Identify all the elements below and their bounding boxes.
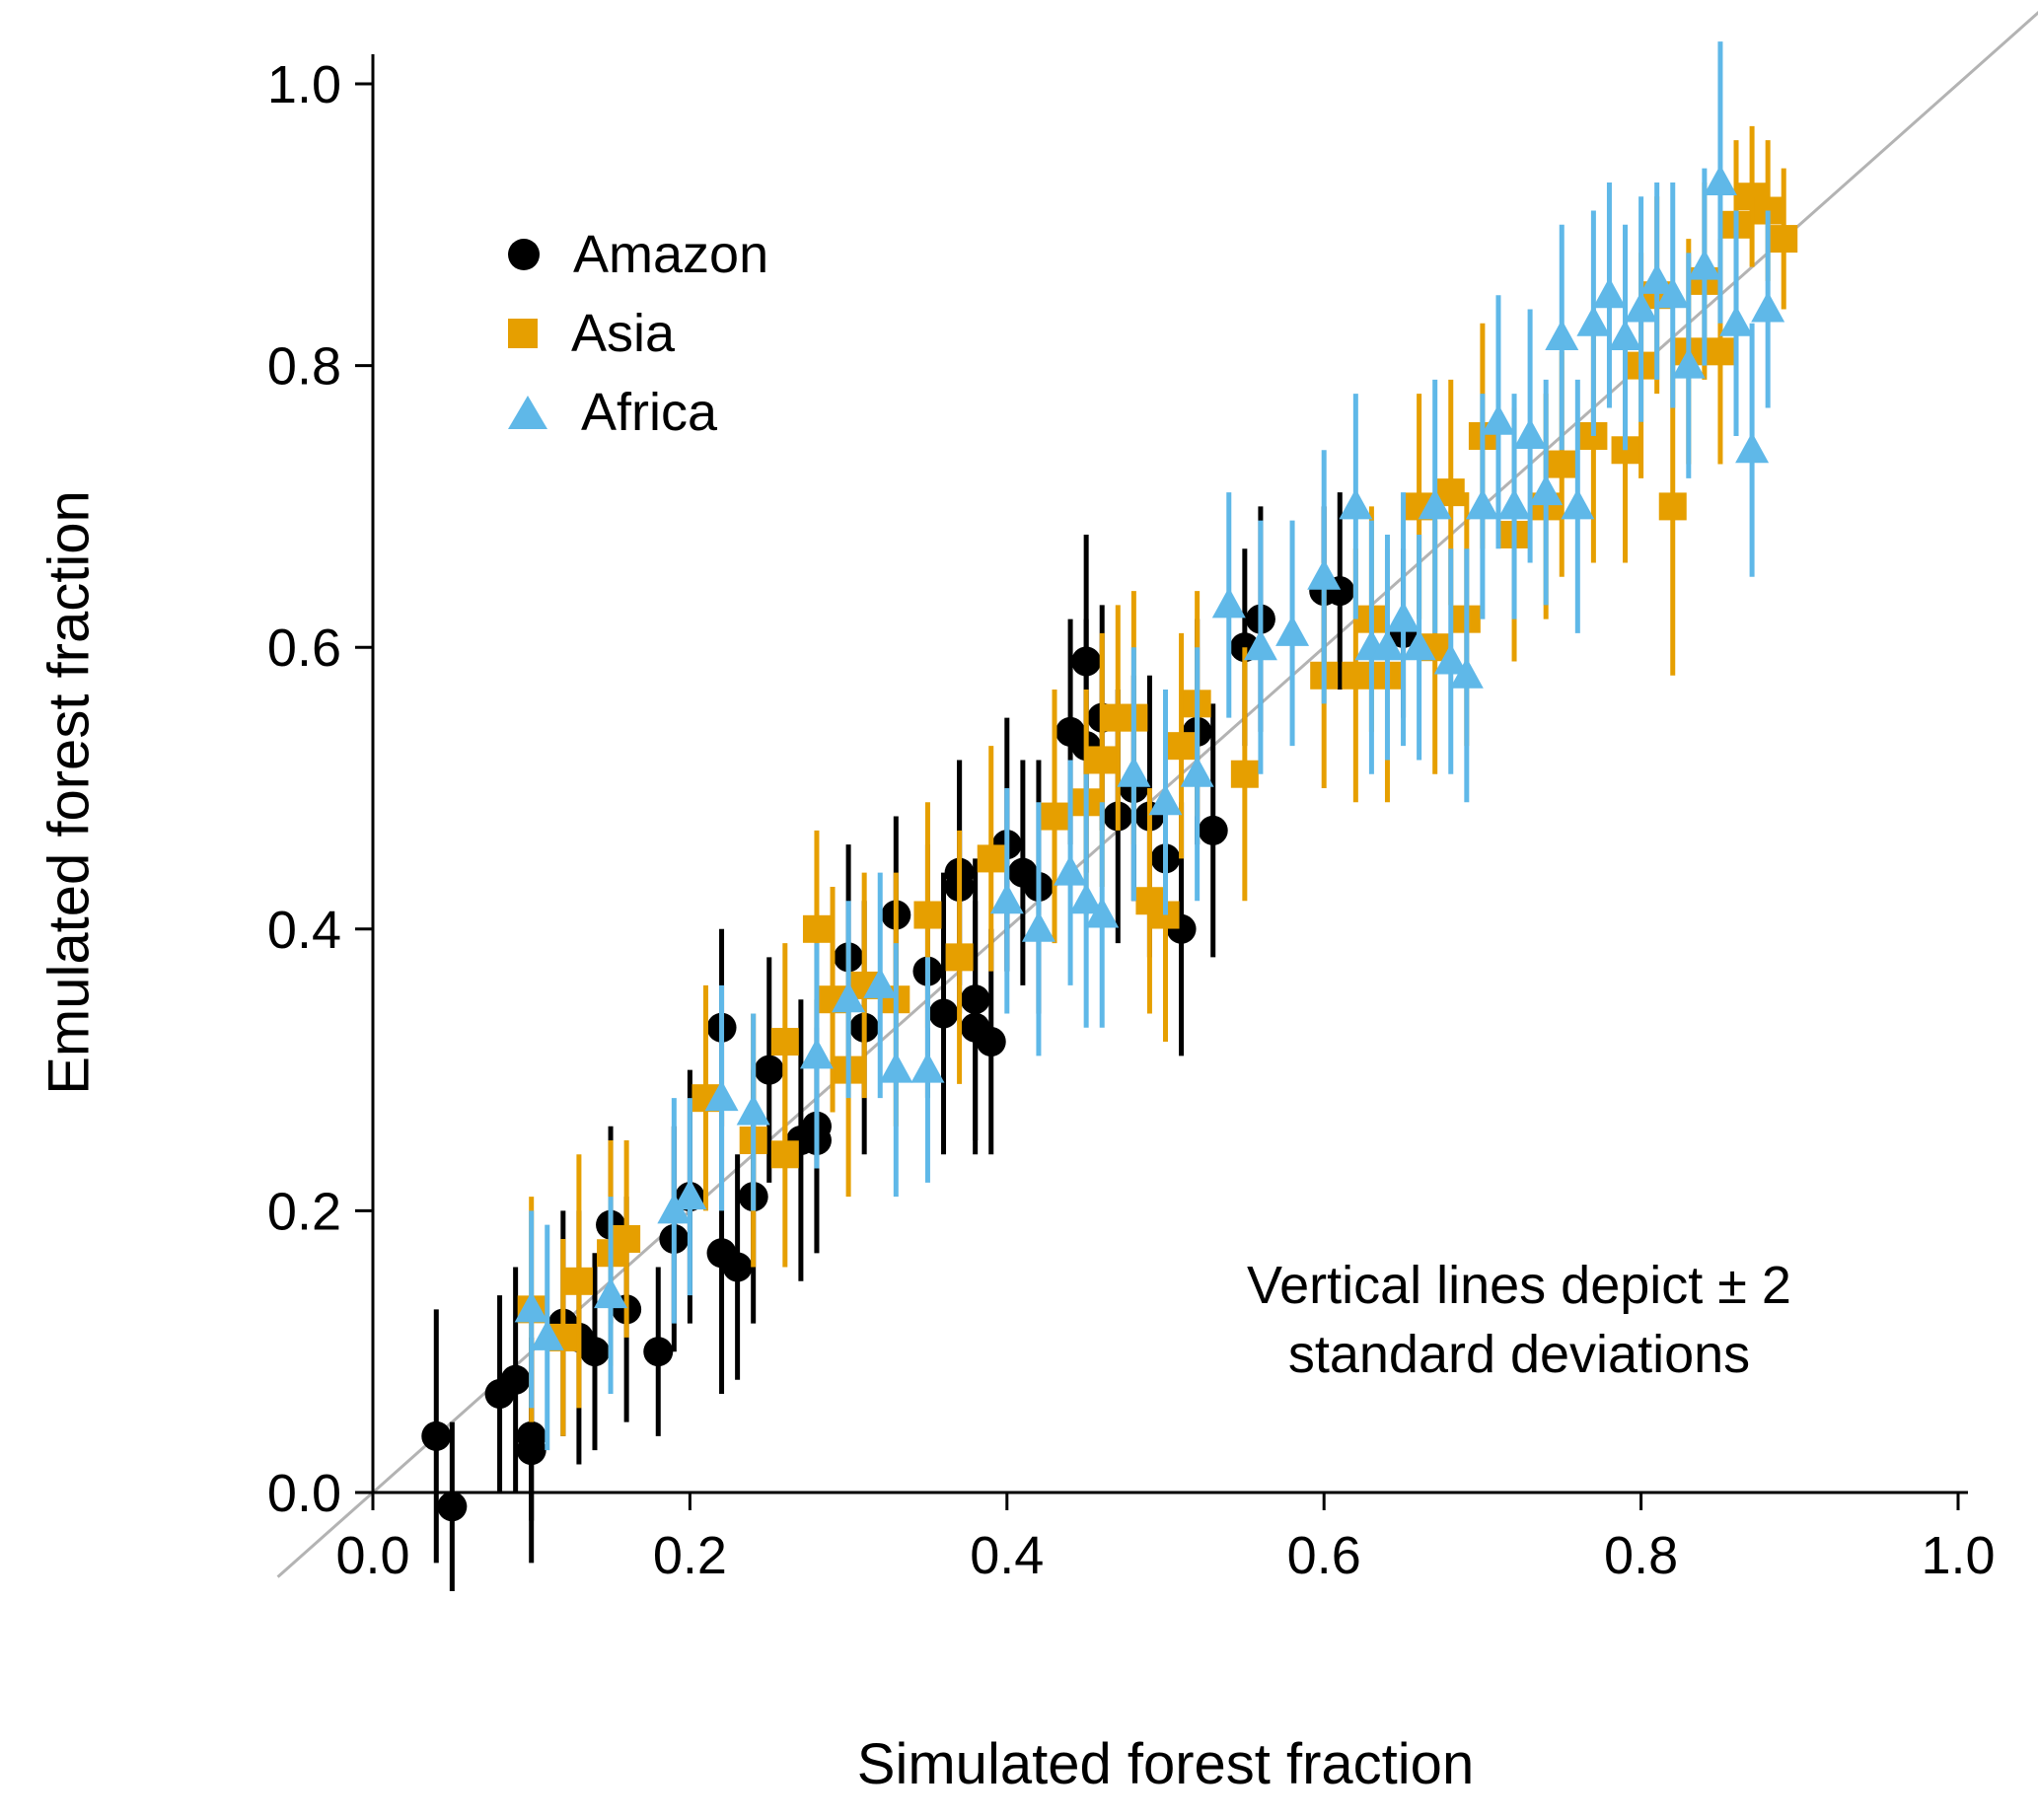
svg-text:0.4: 0.4 — [267, 901, 341, 960]
svg-text:0.0: 0.0 — [267, 1464, 341, 1523]
square-marker-icon — [508, 319, 538, 348]
svg-text:0.0: 0.0 — [335, 1526, 409, 1585]
legend-item-asia: Asia — [508, 294, 768, 373]
legend-label-africa: Africa — [581, 383, 718, 442]
svg-text:0.8: 0.8 — [1604, 1526, 1678, 1585]
error-bar-annotation: Vertical lines depict ± 2 standard devia… — [1046, 1251, 1993, 1389]
annotation-line-2: standard deviations — [1287, 1325, 1751, 1385]
legend: Amazon Asia Africa — [508, 215, 768, 452]
y-axis-title: Emulated forest fraction — [36, 490, 102, 1095]
svg-text:0.2: 0.2 — [653, 1526, 727, 1585]
circle-marker-icon — [508, 239, 540, 270]
legend-item-africa: Africa — [508, 373, 768, 452]
annotation-line-1: Vertical lines depict ± 2 — [1247, 1256, 1791, 1315]
legend-label-asia: Asia — [571, 304, 676, 363]
svg-text:0.4: 0.4 — [970, 1526, 1044, 1585]
svg-text:0.6: 0.6 — [267, 619, 341, 678]
legend-label-amazon: Amazon — [573, 225, 769, 284]
svg-text:0.6: 0.6 — [1287, 1526, 1361, 1585]
legend-item-amazon: Amazon — [508, 215, 768, 294]
svg-text:0.8: 0.8 — [267, 337, 341, 397]
x-axis-title: Simulated forest fraction — [856, 1732, 1475, 1796]
svg-text:0.2: 0.2 — [267, 1182, 341, 1241]
svg-text:1.0: 1.0 — [267, 55, 341, 114]
triangle-marker-icon — [508, 396, 547, 429]
svg-text:1.0: 1.0 — [1921, 1526, 1995, 1585]
